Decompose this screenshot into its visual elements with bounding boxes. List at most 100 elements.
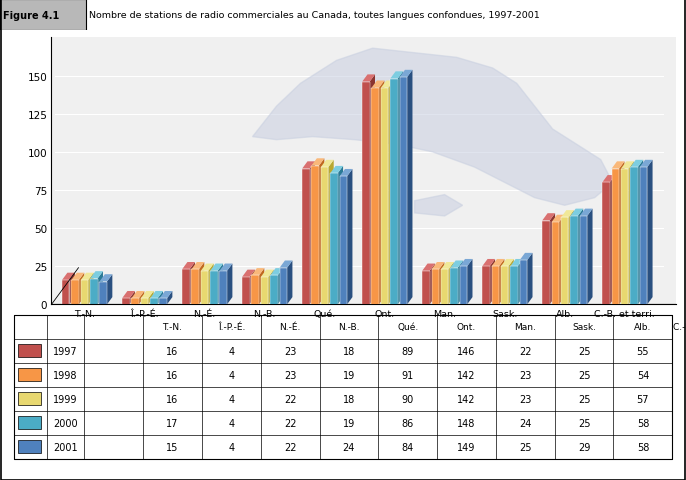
Polygon shape bbox=[450, 261, 463, 268]
Bar bbox=[210, 271, 217, 305]
Polygon shape bbox=[580, 209, 593, 216]
Text: 23: 23 bbox=[519, 394, 532, 404]
Polygon shape bbox=[372, 81, 384, 89]
Polygon shape bbox=[492, 259, 504, 267]
Text: 54: 54 bbox=[637, 370, 649, 380]
Polygon shape bbox=[201, 264, 213, 271]
Bar bbox=[182, 270, 189, 305]
Bar bbox=[71, 280, 79, 305]
Bar bbox=[450, 268, 458, 305]
Text: 1998: 1998 bbox=[54, 370, 78, 380]
Text: 16: 16 bbox=[167, 394, 178, 404]
Text: 22: 22 bbox=[284, 394, 296, 404]
Polygon shape bbox=[79, 273, 84, 305]
Bar bbox=[279, 268, 287, 305]
Polygon shape bbox=[414, 195, 462, 216]
Polygon shape bbox=[549, 214, 555, 305]
Text: 23: 23 bbox=[284, 370, 296, 380]
Polygon shape bbox=[390, 72, 403, 80]
Bar bbox=[18, 440, 41, 453]
Bar bbox=[311, 166, 319, 305]
Text: 89: 89 bbox=[401, 346, 414, 356]
Polygon shape bbox=[570, 209, 583, 216]
Text: 4: 4 bbox=[228, 346, 235, 356]
Polygon shape bbox=[302, 162, 315, 169]
Text: 25: 25 bbox=[578, 346, 591, 356]
Polygon shape bbox=[422, 264, 435, 271]
Bar bbox=[482, 267, 490, 305]
Text: 86: 86 bbox=[401, 418, 414, 428]
Text: 18: 18 bbox=[343, 394, 355, 404]
Polygon shape bbox=[139, 291, 144, 305]
Bar bbox=[122, 299, 130, 305]
Polygon shape bbox=[252, 268, 264, 276]
Text: Nombre de stations de radio commerciales au Canada, toutes langues confondues, 1: Nombre de stations de radio commerciales… bbox=[89, 11, 540, 20]
Text: 146: 146 bbox=[458, 346, 475, 356]
Polygon shape bbox=[467, 259, 473, 305]
Bar bbox=[191, 270, 199, 305]
Polygon shape bbox=[88, 273, 93, 305]
Text: 25: 25 bbox=[578, 370, 591, 380]
Text: N.-É.: N.-É. bbox=[279, 323, 301, 332]
Bar bbox=[99, 282, 107, 305]
Polygon shape bbox=[71, 273, 84, 280]
Polygon shape bbox=[362, 75, 375, 83]
Bar bbox=[270, 276, 278, 305]
Polygon shape bbox=[99, 275, 113, 282]
Polygon shape bbox=[621, 162, 634, 169]
Text: 1999: 1999 bbox=[54, 394, 78, 404]
Polygon shape bbox=[159, 291, 172, 299]
Polygon shape bbox=[150, 291, 163, 299]
Polygon shape bbox=[602, 176, 615, 183]
Text: Î.-P.-É.: Î.-P.-É. bbox=[217, 323, 245, 332]
Polygon shape bbox=[449, 263, 453, 305]
Polygon shape bbox=[132, 291, 144, 299]
Text: 16: 16 bbox=[167, 370, 178, 380]
Polygon shape bbox=[220, 264, 233, 271]
Bar bbox=[321, 168, 329, 305]
Polygon shape bbox=[182, 263, 195, 270]
Polygon shape bbox=[270, 268, 283, 276]
Polygon shape bbox=[81, 273, 93, 280]
Polygon shape bbox=[217, 264, 223, 305]
Polygon shape bbox=[191, 263, 204, 270]
Polygon shape bbox=[527, 253, 532, 305]
Bar bbox=[18, 416, 41, 429]
Polygon shape bbox=[97, 272, 103, 305]
Text: 148: 148 bbox=[458, 418, 475, 428]
Text: N.-B.: N.-B. bbox=[338, 323, 359, 332]
Polygon shape bbox=[107, 275, 113, 305]
Bar bbox=[501, 267, 508, 305]
Polygon shape bbox=[610, 176, 615, 305]
Bar bbox=[621, 169, 628, 305]
Bar bbox=[159, 299, 167, 305]
Polygon shape bbox=[330, 167, 343, 174]
Text: Sask.: Sask. bbox=[572, 323, 596, 332]
Text: 23: 23 bbox=[284, 346, 296, 356]
Text: 58: 58 bbox=[637, 418, 649, 428]
Polygon shape bbox=[569, 211, 573, 305]
Text: Alb.: Alb. bbox=[634, 323, 652, 332]
Polygon shape bbox=[167, 291, 172, 305]
Bar bbox=[639, 168, 647, 305]
Bar bbox=[431, 270, 439, 305]
Text: Ont.: Ont. bbox=[457, 323, 476, 332]
Polygon shape bbox=[628, 162, 634, 305]
Bar bbox=[242, 277, 250, 305]
Polygon shape bbox=[242, 270, 255, 277]
Text: 149: 149 bbox=[458, 442, 475, 452]
Text: Qué.: Qué. bbox=[397, 323, 418, 332]
Text: 22: 22 bbox=[284, 418, 296, 428]
Text: 4: 4 bbox=[228, 418, 235, 428]
Bar bbox=[460, 267, 467, 305]
Text: 4: 4 bbox=[228, 442, 235, 452]
Text: 142: 142 bbox=[458, 370, 476, 380]
Polygon shape bbox=[578, 209, 583, 305]
Polygon shape bbox=[347, 169, 353, 305]
Bar bbox=[201, 271, 209, 305]
Bar bbox=[18, 368, 41, 381]
Polygon shape bbox=[278, 268, 283, 305]
Text: 19: 19 bbox=[343, 370, 355, 380]
Bar bbox=[381, 89, 388, 305]
Bar bbox=[302, 169, 309, 305]
